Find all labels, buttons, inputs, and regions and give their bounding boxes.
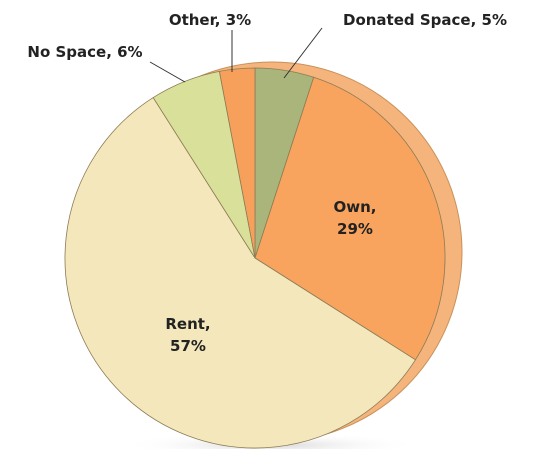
leader-line [283,27,323,79]
leader-line [149,61,186,83]
label-line: Other, 3% [169,11,251,29]
data-label: Rent, 57% [165,315,210,355]
label-line: Donated Space, 5% [343,11,507,29]
label-line: Own, [334,198,377,216]
data-label: Donated Space, 5% [343,11,507,29]
label-line: Rent, [165,315,210,333]
pie-slice [64,97,416,449]
pie-slice [218,67,256,259]
data-label: No Space, 6% [27,43,142,61]
data-label: Own, 29% [334,198,377,238]
label-line: 29% [337,220,373,238]
slices [64,67,446,449]
label-line: No Space, 6% [27,43,142,61]
pie-slice [254,76,446,361]
label-line: 57% [170,337,206,355]
data-label: Other, 3% [169,11,251,29]
